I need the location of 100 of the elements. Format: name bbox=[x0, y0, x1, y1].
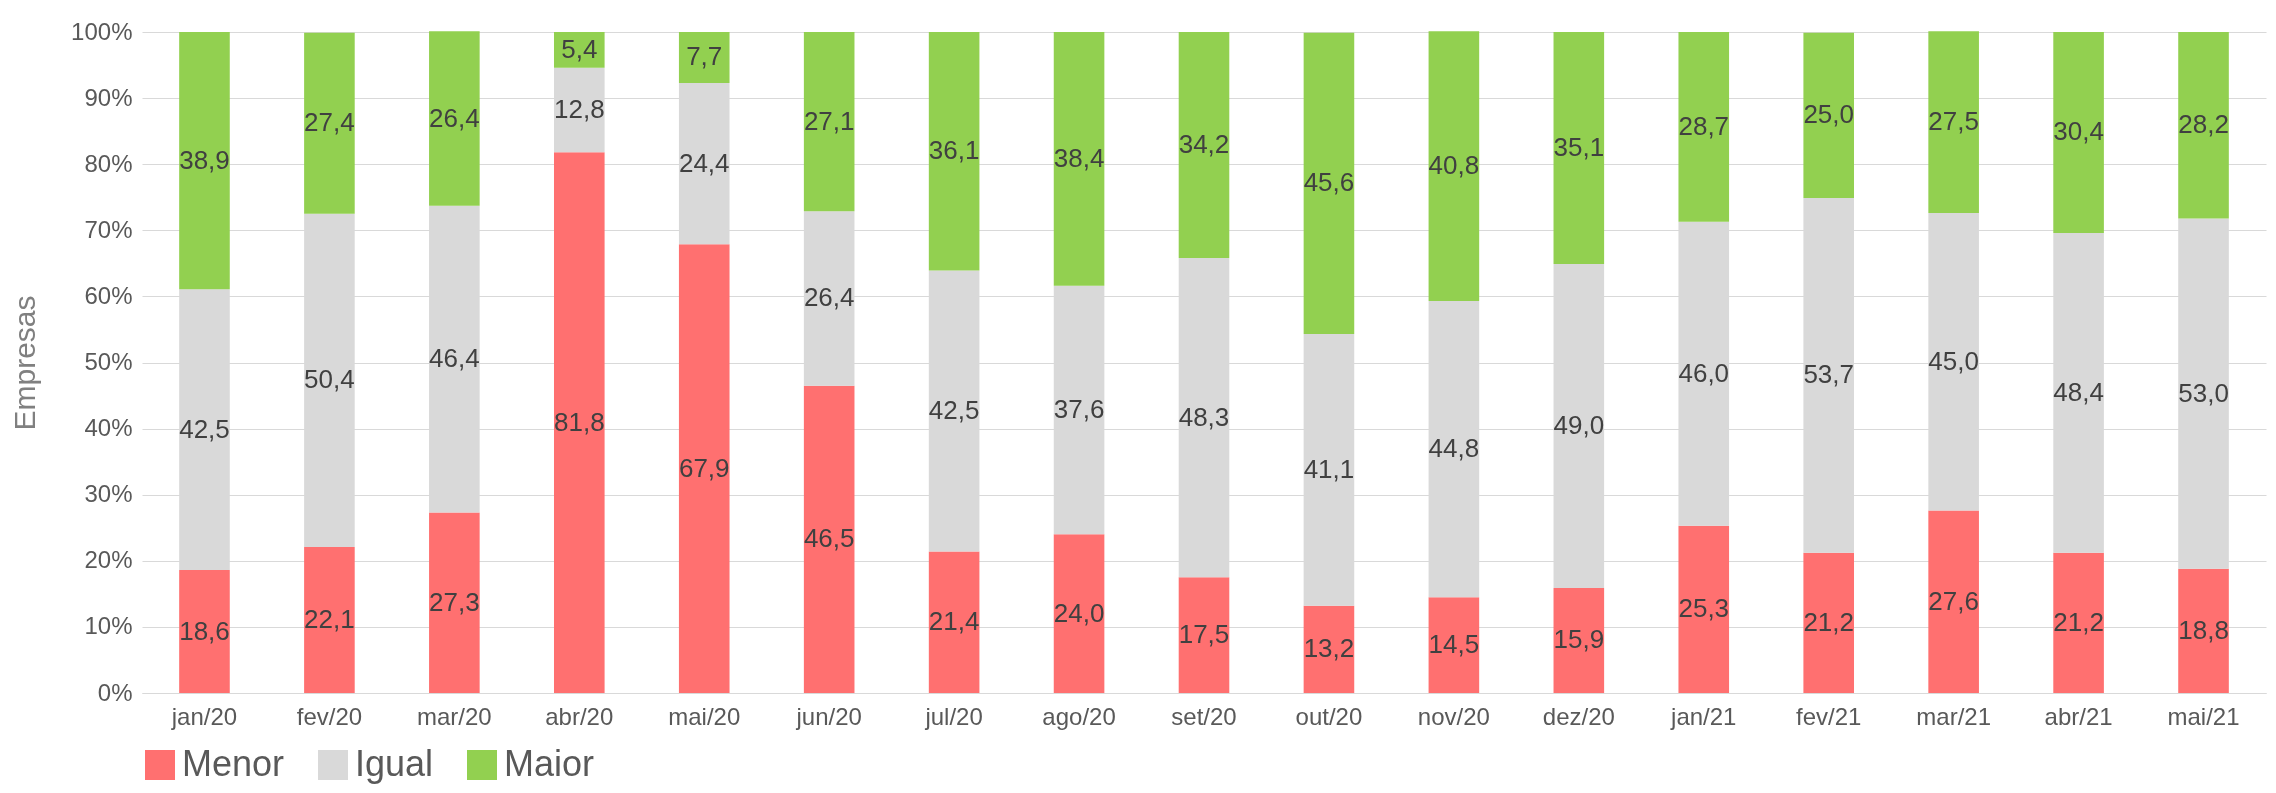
data-label: 27,6 bbox=[1928, 585, 1979, 616]
data-label: 18,8 bbox=[2178, 614, 2229, 645]
bar bbox=[179, 32, 230, 290]
data-label: 27,4 bbox=[304, 107, 355, 138]
data-label: 5,4 bbox=[561, 33, 598, 64]
bar bbox=[678, 32, 730, 83]
bar bbox=[1178, 32, 1230, 259]
bar bbox=[1928, 510, 1979, 693]
x-tick-label: abr/21 bbox=[2044, 702, 2113, 730]
data-label: 40,8 bbox=[1428, 150, 1480, 181]
bar bbox=[803, 385, 855, 693]
bar bbox=[304, 32, 355, 214]
bar bbox=[1178, 577, 1230, 693]
bar bbox=[1803, 32, 1855, 198]
y-tick-label: 70% bbox=[84, 215, 133, 243]
data-label: 49,0 bbox=[1553, 409, 1605, 440]
bar bbox=[2053, 32, 2104, 233]
bar bbox=[2178, 568, 2229, 693]
bar bbox=[928, 32, 980, 271]
data-label: 46,4 bbox=[429, 343, 480, 374]
data-label: 53,7 bbox=[1803, 359, 1855, 390]
bar bbox=[1428, 31, 1480, 302]
data-label: 12,8 bbox=[553, 94, 605, 124]
data-label: 22,1 bbox=[304, 603, 355, 634]
bar bbox=[1303, 605, 1355, 693]
y-tick-label: 40% bbox=[84, 414, 133, 442]
x-tick-label: fev/20 bbox=[296, 702, 363, 730]
bar bbox=[1553, 587, 1605, 693]
bar bbox=[2053, 552, 2104, 693]
data-label: 36,1 bbox=[928, 135, 980, 166]
data-label: 67,9 bbox=[678, 452, 730, 483]
bar bbox=[1303, 32, 1355, 335]
data-label: 48,3 bbox=[1178, 401, 1230, 432]
data-label: 13,2 bbox=[1303, 633, 1355, 664]
x-tick-label: out/20 bbox=[1295, 702, 1363, 730]
data-label: 38,4 bbox=[1053, 142, 1105, 173]
bar bbox=[1803, 552, 1855, 693]
x-tick-label: abr/20 bbox=[545, 702, 614, 730]
x-tick-label: mar/21 bbox=[1916, 702, 1991, 730]
data-label: 25,3 bbox=[1678, 593, 1730, 624]
data-label: 28,2 bbox=[2178, 109, 2229, 140]
bar bbox=[928, 551, 980, 693]
legend-label: Igual bbox=[355, 743, 434, 784]
data-label: 30,4 bbox=[2053, 116, 2104, 147]
bar bbox=[1928, 31, 1979, 214]
data-label: 26,4 bbox=[803, 282, 855, 313]
data-label: 24,0 bbox=[1053, 597, 1105, 628]
data-label: 46,0 bbox=[1678, 357, 1730, 388]
bar bbox=[553, 152, 605, 693]
data-label: 21,2 bbox=[2053, 606, 2104, 637]
data-label: 7,7 bbox=[686, 41, 723, 72]
x-tick-label: mai/20 bbox=[668, 702, 741, 730]
y-tick-label: 50% bbox=[84, 348, 133, 375]
bar bbox=[1678, 525, 1730, 693]
data-label: 18,6 bbox=[179, 615, 230, 646]
y-tick-label: 0% bbox=[97, 678, 133, 706]
bar bbox=[1053, 32, 1105, 286]
legend-label: Menor bbox=[182, 743, 285, 784]
bar bbox=[1053, 534, 1105, 693]
x-tick-label: jun/20 bbox=[795, 702, 862, 730]
bar bbox=[1678, 32, 1730, 222]
bar bbox=[1428, 597, 1480, 693]
data-label: 42,5 bbox=[179, 413, 230, 444]
data-label: 42,5 bbox=[928, 395, 980, 426]
data-label: 14,5 bbox=[1428, 629, 1480, 660]
data-label: 28,7 bbox=[1678, 110, 1730, 141]
y-tick-label: 60% bbox=[84, 281, 133, 309]
data-label: 24,4 bbox=[678, 147, 730, 178]
data-label: 38,9 bbox=[179, 144, 230, 175]
x-tick-label: nov/20 bbox=[1417, 702, 1490, 730]
data-label: 34,2 bbox=[1178, 129, 1230, 160]
bar bbox=[2178, 32, 2229, 219]
data-label: 45,6 bbox=[1303, 167, 1355, 198]
data-label: 17,5 bbox=[1178, 619, 1230, 650]
data-label: 81,8 bbox=[553, 406, 605, 437]
data-label: 48,4 bbox=[2053, 376, 2104, 407]
data-label: 45,0 bbox=[1928, 345, 1979, 376]
x-tick-label: dez/20 bbox=[1542, 702, 1615, 730]
legend-label: Maior bbox=[504, 743, 595, 784]
y-tick-label: 20% bbox=[84, 546, 133, 574]
data-label: 25,0 bbox=[1803, 99, 1855, 130]
x-tick-label: fev/21 bbox=[1796, 702, 1862, 730]
bar bbox=[429, 31, 480, 206]
y-tick-label: 100% bbox=[71, 17, 133, 45]
data-label: 35,1 bbox=[1553, 132, 1605, 163]
data-label: 46,5 bbox=[803, 523, 855, 554]
data-label: 27,1 bbox=[803, 105, 855, 136]
x-tick-label: jan/21 bbox=[1670, 702, 1737, 730]
bar bbox=[803, 32, 855, 212]
data-label: 53,0 bbox=[2178, 377, 2229, 408]
y-axis-title: Empresas bbox=[8, 295, 42, 431]
bar bbox=[678, 244, 730, 693]
x-tick-label: jan/20 bbox=[170, 702, 238, 730]
x-tick-label: ago/20 bbox=[1042, 702, 1116, 730]
y-tick-label: 10% bbox=[84, 612, 133, 640]
x-tick-label: set/20 bbox=[1171, 702, 1237, 730]
bar bbox=[179, 570, 230, 693]
bar bbox=[429, 512, 480, 693]
y-tick-label: 90% bbox=[84, 83, 133, 111]
data-label: 21,4 bbox=[928, 606, 980, 637]
